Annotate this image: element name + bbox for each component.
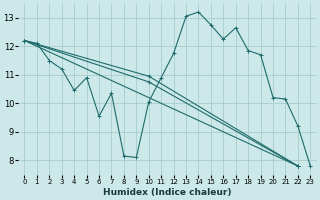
X-axis label: Humidex (Indice chaleur): Humidex (Indice chaleur): [103, 188, 232, 197]
